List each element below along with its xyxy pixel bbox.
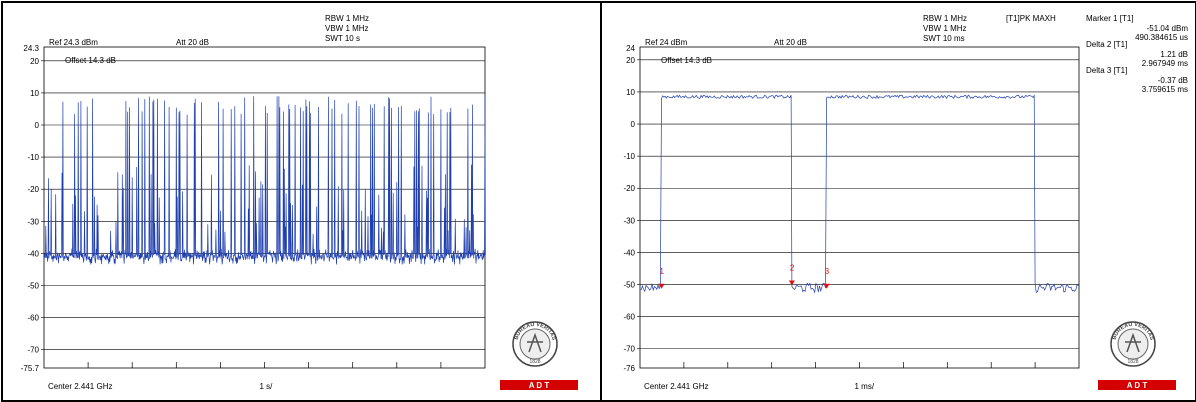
y-tick-label: -40 (27, 249, 39, 258)
swt-label: SWT 10 s (325, 34, 360, 43)
seal-figure-icon (1125, 332, 1141, 353)
y-tick-label: -70 (623, 345, 635, 354)
y-tick-label: -30 (27, 217, 39, 226)
seal-inner-ring (519, 328, 551, 360)
adt-band (500, 380, 578, 390)
y-tick-label: -10 (27, 153, 39, 162)
trace-mode-label: [T1]PK MAXH (1006, 14, 1056, 23)
vbw-label: VBW 1 MHz (923, 24, 967, 33)
marker-symbol (788, 280, 795, 286)
offset-label: Offset 14.3 dB (661, 56, 712, 65)
y-tick-label: -20 (623, 184, 635, 193)
center-frequency-label: Center 2.441 GHz (48, 382, 112, 391)
span-per-division-label: 1 s/ (260, 382, 274, 391)
y-tick-label: -50 (27, 282, 39, 291)
adt-band-text: A D T (1127, 381, 1148, 390)
y-tick-label: 20 (30, 57, 39, 66)
seal-inner-ring (1117, 328, 1149, 360)
marker-label: 1 (660, 267, 665, 276)
y-top-label: 24 (626, 44, 635, 53)
plot-frame (639, 46, 1080, 369)
y-bottom-label: -75.7 (21, 364, 40, 373)
marker-readout-name: Delta 2 [T1] (1086, 40, 1127, 49)
rbw-label: RBW 1 MHz (325, 14, 369, 23)
seal-year: 1828 (529, 359, 540, 365)
marker-label: 2 (790, 264, 795, 273)
y-tick-label: 10 (626, 88, 635, 97)
attenuation-label: Att 20 dB (176, 38, 209, 47)
y-tick-label: -50 (623, 281, 635, 290)
y-tick-label: 10 (30, 89, 39, 98)
y-tick-label: -60 (27, 314, 39, 323)
y-top-label: 24.3 (23, 44, 39, 53)
span-per-division-label: 1 ms/ (855, 382, 875, 391)
y-tick-label: -60 (623, 313, 635, 322)
y-tick-label: -40 (623, 248, 635, 257)
marker-readout-name: Marker 1 [T1] (1086, 14, 1134, 23)
y-tick-label: -10 (623, 152, 635, 161)
seal-figure-icon (527, 332, 543, 353)
rbw-label: RBW 1 MHz (923, 14, 967, 23)
marker-readout-name: Delta 3 [T1] (1086, 66, 1127, 75)
marker-symbol (823, 283, 830, 289)
marker-readout-level: -51.04 dBm (1147, 24, 1189, 33)
offset-label: Offset 14.3 dB (65, 56, 116, 65)
trace-line (43, 96, 486, 265)
panel-divider (600, 3, 602, 400)
marker-symbol (658, 283, 665, 289)
seal-year: 1828 (1127, 359, 1138, 365)
marker-readout-level: 1.21 dB (1160, 50, 1188, 59)
y-tick-label: -30 (623, 216, 635, 225)
y-tick-label: -20 (27, 185, 39, 194)
marker-readout-time: 2.967949 ms (1142, 59, 1188, 68)
ref-level-label: Ref 24.3 dBm (49, 38, 98, 47)
y-tick-label: 0 (35, 121, 40, 130)
marker-readout-time: 490.384615 us (1135, 33, 1188, 42)
y-tick-label: -70 (27, 346, 39, 355)
y-bottom-label: -76 (623, 364, 635, 373)
adt-band (1098, 380, 1176, 390)
marker-readout-level: -0.37 dB (1158, 76, 1188, 85)
trace-line (640, 94, 1079, 294)
ref-level-label: Ref 24 dBm (645, 38, 688, 47)
swt-label: SWT 10 ms (923, 34, 965, 43)
adt-band-text: A D T (529, 381, 550, 390)
center-frequency-label: Center 2.441 GHz (644, 382, 708, 391)
y-tick-label: 20 (626, 56, 635, 65)
y-tick-label: 0 (631, 120, 636, 129)
marker-label: 3 (825, 267, 830, 276)
attenuation-label: Att 20 dB (774, 38, 807, 47)
vbw-label: VBW 1 MHz (325, 24, 369, 33)
marker-readout-time: 3.759615 ms (1142, 85, 1188, 94)
